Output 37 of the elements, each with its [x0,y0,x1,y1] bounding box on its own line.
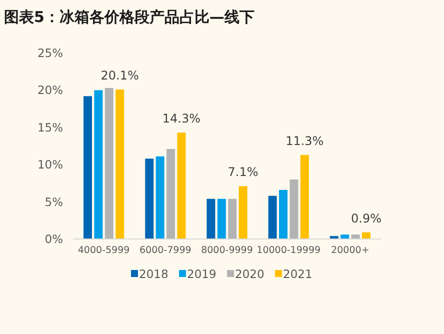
bar [116,89,124,239]
y-tick-label: 20% [37,83,64,98]
y-tick-label: 5% [44,194,64,209]
bar [228,198,237,239]
bar [177,132,186,239]
legend-label: 2018 [139,267,168,281]
y-tick-label: 25% [37,46,64,60]
data-label: 14.3% [162,112,201,126]
bar [94,90,103,239]
bar [84,96,92,239]
data-label: 7.1% [228,165,258,180]
bar [238,186,248,239]
x-tick-label: 6000-7999 [140,245,192,256]
bar [145,158,154,239]
bar [268,196,277,239]
legend-label: 2021 [283,267,312,281]
x-tick-label: 10000-19999 [256,245,321,256]
y-tick-label: 0% [44,232,64,246]
x-tick-label: 8000-9999 [201,245,253,256]
bar [166,148,175,239]
chart-title: 图表5：冰箱各价格段产品占比—线下 [4,8,254,26]
x-tick-label: 4000-5999 [78,245,130,256]
data-label: 20.1% [100,68,139,82]
y-tick-label: 10% [37,158,64,172]
bar [104,88,114,239]
legend-label: 2019 [187,267,216,281]
bar [206,198,216,239]
bar [300,154,309,239]
x-tick-label: 20000+ [331,245,370,256]
bar [279,190,288,239]
bar [217,198,226,239]
bar [290,179,298,239]
data-label: 0.9% [351,211,382,226]
y-tick-label: 15% [37,120,64,134]
data-label: 11.3% [286,134,324,148]
legend-label: 2020 [235,267,264,281]
bar [156,156,164,239]
